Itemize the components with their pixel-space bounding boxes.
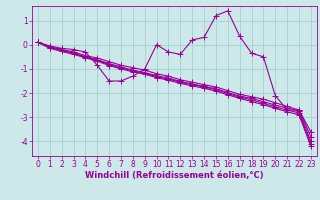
X-axis label: Windchill (Refroidissement éolien,°C): Windchill (Refroidissement éolien,°C) [85, 171, 264, 180]
